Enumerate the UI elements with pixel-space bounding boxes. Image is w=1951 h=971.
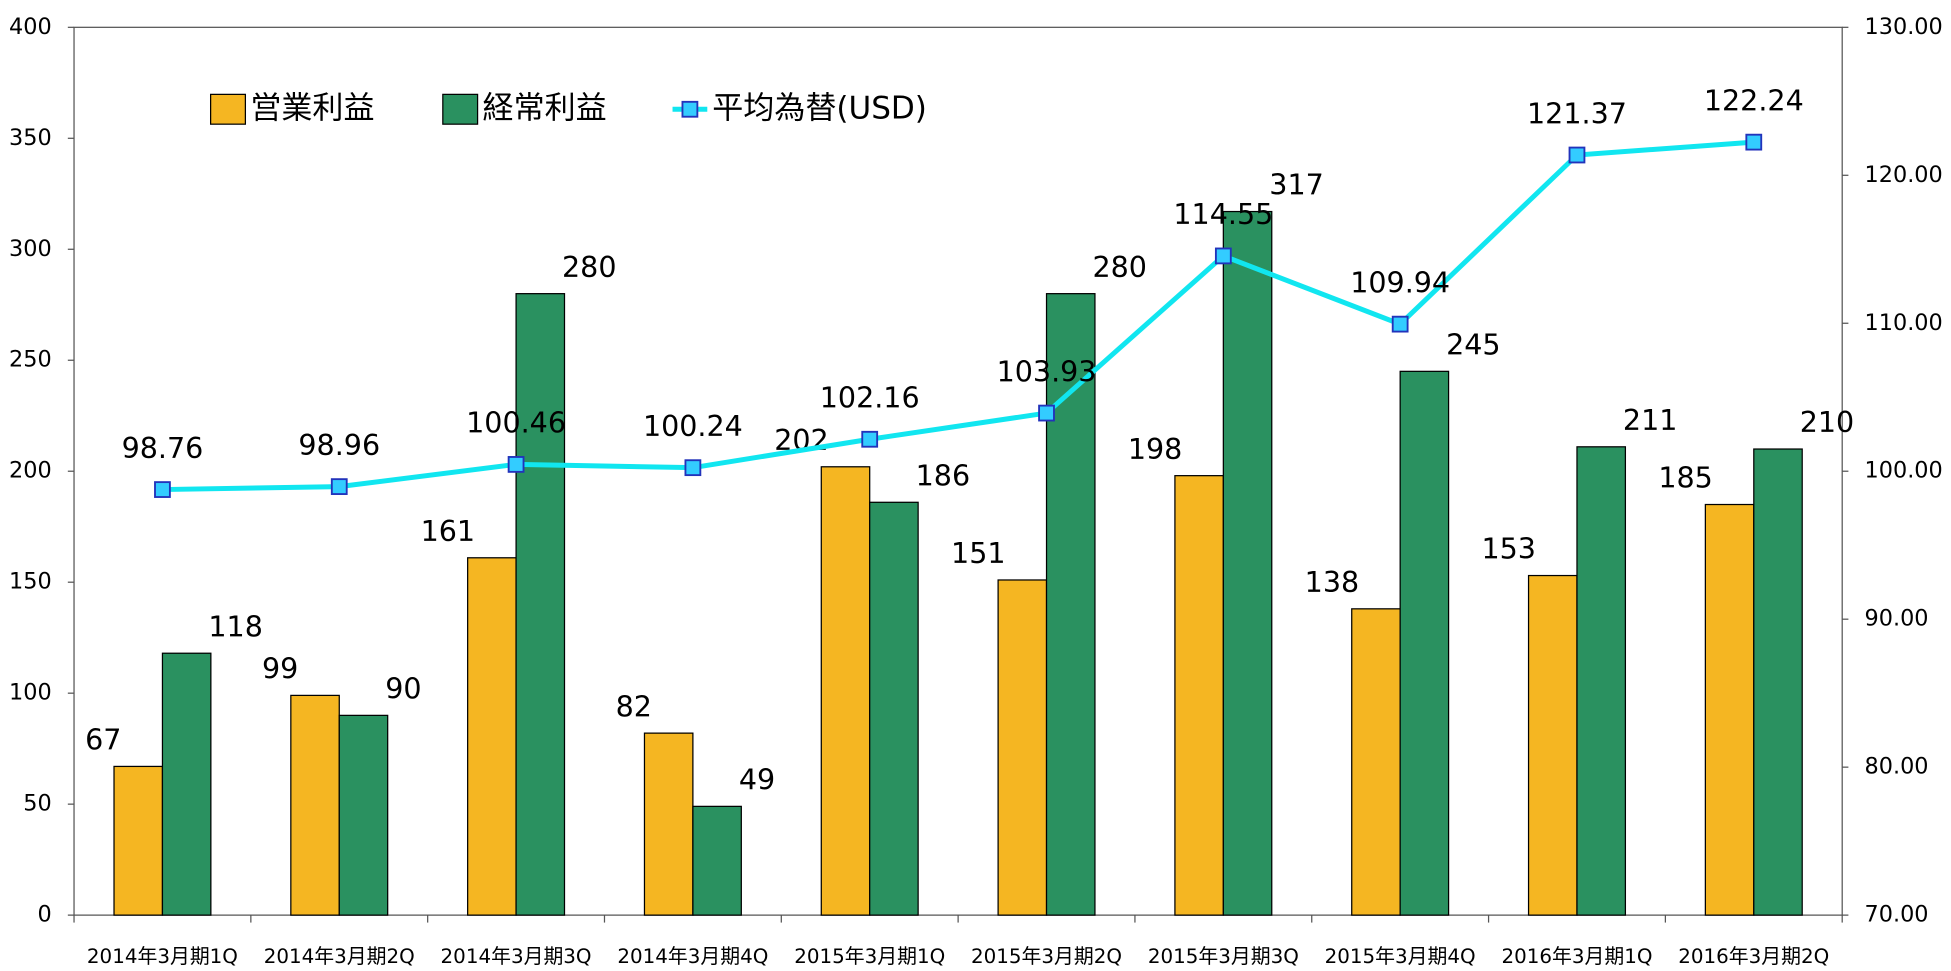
bar-value-label: 153 <box>1481 532 1535 566</box>
bar-value-label: 211 <box>1623 403 1678 437</box>
bar-value-label: 245 <box>1446 328 1501 362</box>
bar <box>515 293 566 916</box>
bar <box>338 714 389 916</box>
bar-value-label: 280 <box>1092 250 1147 284</box>
bar-value-label: 210 <box>1800 405 1855 439</box>
line-value-label: 100.24 <box>643 409 743 443</box>
bar-value-label: 151 <box>951 536 1006 570</box>
bar-value-label: 99 <box>262 652 298 686</box>
bar <box>643 732 694 916</box>
line-marker <box>1214 247 1232 265</box>
x-tick-label: 2014年3月期4Q <box>617 945 768 968</box>
y-tick-label: 200 <box>9 458 52 484</box>
line-marker <box>1038 404 1055 422</box>
bar <box>161 652 212 916</box>
line-marker <box>684 459 702 477</box>
bar <box>1222 210 1273 916</box>
x-tick-label: 2016年3月期2Q <box>1678 945 1829 968</box>
bar <box>467 557 517 916</box>
y2-tick-label: 100.00 <box>1865 458 1943 484</box>
legend-swatch <box>442 93 479 125</box>
line-series <box>162 139 1754 493</box>
bar <box>1753 448 1803 916</box>
bar <box>290 694 340 916</box>
bar <box>869 501 919 916</box>
y2-tick-label: 80.00 <box>1865 754 1929 780</box>
x-tick-label: 2014年3月期1Q <box>87 945 238 968</box>
bar <box>1527 574 1578 916</box>
x-tick-label: 2015年3月期2Q <box>971 945 1122 968</box>
line-value-label: 109.94 <box>1350 265 1450 299</box>
bar <box>997 579 1048 916</box>
bar <box>820 466 871 916</box>
line-marker <box>1568 146 1586 164</box>
bar <box>1045 293 1096 916</box>
bar <box>1704 503 1755 916</box>
line-value-label: 121.37 <box>1527 96 1627 130</box>
x-tick-label: 2014年3月期3Q <box>441 945 592 968</box>
y-tick-label: 0 <box>37 902 51 928</box>
line-value-label: 98.96 <box>298 428 380 462</box>
line-marker <box>507 456 525 473</box>
line-value-label: 98.76 <box>122 431 204 465</box>
legend-label: 経常利益 <box>483 90 607 126</box>
bar-value-label: 280 <box>562 250 617 284</box>
bar-value-label: 49 <box>739 763 775 797</box>
bar-value-label: 138 <box>1305 565 1360 599</box>
bar <box>1576 446 1627 916</box>
legend-label: 平均為替(USD) <box>712 90 927 126</box>
y-tick-label: 300 <box>9 236 52 262</box>
legend-marker <box>681 100 699 118</box>
line-value-label: 122.24 <box>1704 83 1804 117</box>
line-value-label: 114.55 <box>1173 197 1273 231</box>
legend-label: 営業利益 <box>250 90 374 126</box>
bar <box>692 805 742 916</box>
bar <box>1399 370 1450 916</box>
y-tick-label: 400 <box>9 14 52 40</box>
line-marker <box>1391 315 1409 333</box>
line-marker <box>154 481 171 498</box>
line-value-label: 102.16 <box>820 381 920 415</box>
x-tick-label: 2015年3月期1Q <box>794 945 945 968</box>
bar <box>113 765 164 916</box>
y-tick-label: 250 <box>9 347 52 373</box>
bar-value-label: 90 <box>385 672 421 706</box>
y2-tick-label: 70.00 <box>1865 902 1929 928</box>
y-tick-label: 350 <box>9 125 52 151</box>
bar-value-label: 186 <box>916 458 971 492</box>
x-tick-label: 2014年3月期2Q <box>264 945 415 968</box>
line-value-label: 100.46 <box>466 406 566 440</box>
line-marker <box>330 478 348 495</box>
bar-value-label: 161 <box>421 514 476 548</box>
bar-value-label: 67 <box>85 723 121 757</box>
bar-value-label: 118 <box>208 609 263 643</box>
bar-value-label: 185 <box>1658 461 1713 495</box>
bar-value-label: 317 <box>1269 168 1324 202</box>
y-tick-label: 100 <box>9 680 52 706</box>
y2-tick-label: 120.00 <box>1865 162 1943 188</box>
bar-value-label: 82 <box>616 689 652 723</box>
bar <box>1174 475 1224 916</box>
x-tick-label: 2015年3月期3Q <box>1148 945 1299 968</box>
y2-tick-label: 130.00 <box>1865 14 1943 40</box>
y-tick-label: 150 <box>9 569 52 595</box>
y-tick-label: 50 <box>23 791 51 817</box>
bar <box>1351 608 1401 916</box>
x-tick-label: 2015年3月期4Q <box>1325 945 1476 968</box>
y2-tick-label: 90.00 <box>1865 606 1929 632</box>
line-marker <box>861 430 879 448</box>
legend-swatch <box>209 93 247 125</box>
line-value-label: 103.93 <box>997 354 1097 388</box>
y2-tick-label: 110.00 <box>1865 310 1943 336</box>
bar-value-label: 198 <box>1128 432 1183 466</box>
line-marker <box>1745 133 1763 151</box>
x-tick-label: 2016年3月期1Q <box>1501 945 1652 968</box>
